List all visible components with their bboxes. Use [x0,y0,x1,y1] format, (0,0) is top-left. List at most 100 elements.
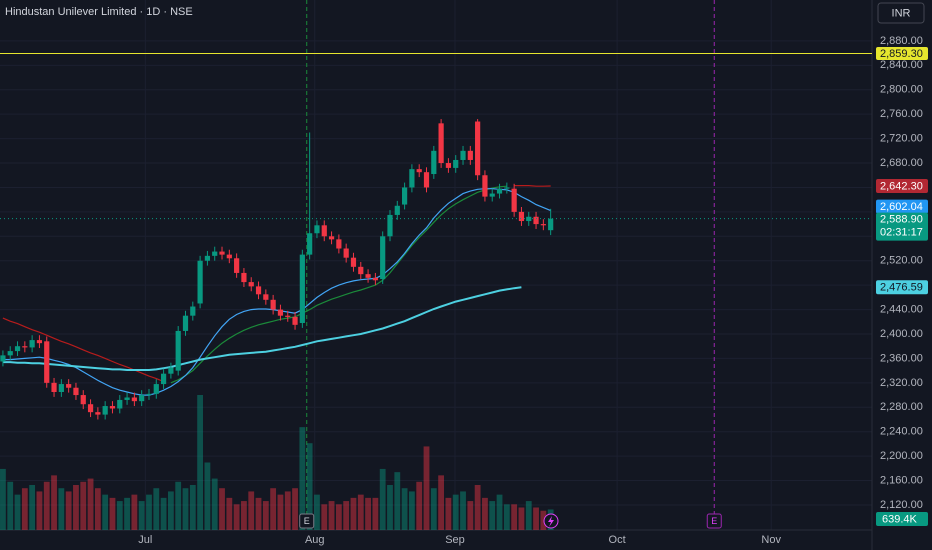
candle-body [80,395,86,405]
volume-bar [387,485,393,530]
volume-bar [0,468,6,530]
candle-body [197,260,203,304]
x-tick-label: Oct [609,534,626,546]
currency-button[interactable] [877,2,925,24]
volume-bar [416,481,423,530]
event-label: E [711,516,717,526]
volume-bar [109,497,116,530]
ma-tag-bg [876,280,928,295]
volume-bar [314,494,320,530]
candle-body [540,224,546,226]
volume-bar [124,497,130,530]
y-tick-label: 2,400.00 [880,328,923,340]
volume-bar [219,488,225,530]
candle-body [307,233,313,255]
volume-bar [423,446,430,530]
candle-body [445,163,452,168]
volume-bar [7,481,14,530]
candle-body [66,384,72,388]
volume-bar [335,504,342,530]
volume-bar [116,501,123,530]
candle-body [285,315,291,317]
y-tick-label: 2,840.00 [880,59,923,71]
candle-body [431,150,437,175]
y-tick-label: 2,760.00 [880,108,923,120]
candle-body [438,123,444,164]
candle-body [358,266,364,275]
candle-body [328,236,335,240]
volume-bar [284,491,291,530]
candle-body [212,251,218,256]
candle-body [475,121,481,176]
volume-bar [241,501,247,530]
volume-bar [14,494,21,530]
moving-average [2,286,522,371]
volume-bar [233,504,240,530]
candle-body [146,393,152,396]
candle-body [423,172,430,188]
candle-body [394,205,400,215]
candle-body [343,248,349,258]
volume-bar [379,468,386,530]
volume-bar [357,494,364,530]
candle-body [175,330,181,371]
y-tick-label: 2,800.00 [880,84,923,96]
ma-tag-bg [876,179,928,194]
candle-body [14,346,21,352]
volume-layer [0,395,554,530]
volume-bar [102,494,109,530]
volume-bar [87,478,94,530]
x-tick-label: Sep [445,534,465,546]
candle-body [263,294,269,300]
candle-body [467,150,473,160]
volume-bar [248,491,255,530]
x-tick-label: Aug [305,534,325,546]
volume-bar [299,427,306,530]
candle-body [248,282,254,287]
candle-body [204,255,211,261]
volume-bar [138,501,145,530]
candle-body [160,373,167,385]
candle-body [241,272,247,283]
candle-body [401,187,408,205]
ma-tag-bg [876,199,928,214]
volume-bar [226,497,233,530]
volume-bar [160,497,167,530]
currency-label[interactable]: INR [892,7,911,19]
volume-bar [146,494,152,530]
candle-body [7,351,13,356]
volume-bar [518,507,525,530]
candle-body [533,216,539,225]
volume-bar [80,481,87,530]
candle-body [314,225,320,234]
candle-body [73,387,79,396]
volume-bar [51,475,57,530]
candle-body [460,150,466,160]
volume-bar [533,507,539,530]
volume-bar [350,497,357,530]
y-tick-label: 2,720.00 [880,133,923,145]
candle-body [292,316,298,325]
candle-body [219,251,225,255]
candle-body [124,397,130,400]
volume-bar [328,501,335,530]
candle-body [153,384,159,394]
volume-bar [452,494,459,530]
moving-average [514,185,551,187]
volume-bar [365,497,371,530]
candle-body [270,299,276,310]
volume-bar [438,475,445,530]
candle-body [44,341,50,383]
volume-bar [467,501,474,530]
volume-bar [58,488,65,530]
candle-body [321,225,327,237]
candle-body [29,340,35,348]
volume-bar [401,488,408,530]
candle-body [131,397,137,402]
volume-bar [503,504,510,530]
volume-bar [262,501,269,530]
candle-body [139,395,145,402]
candle-body [380,236,386,280]
